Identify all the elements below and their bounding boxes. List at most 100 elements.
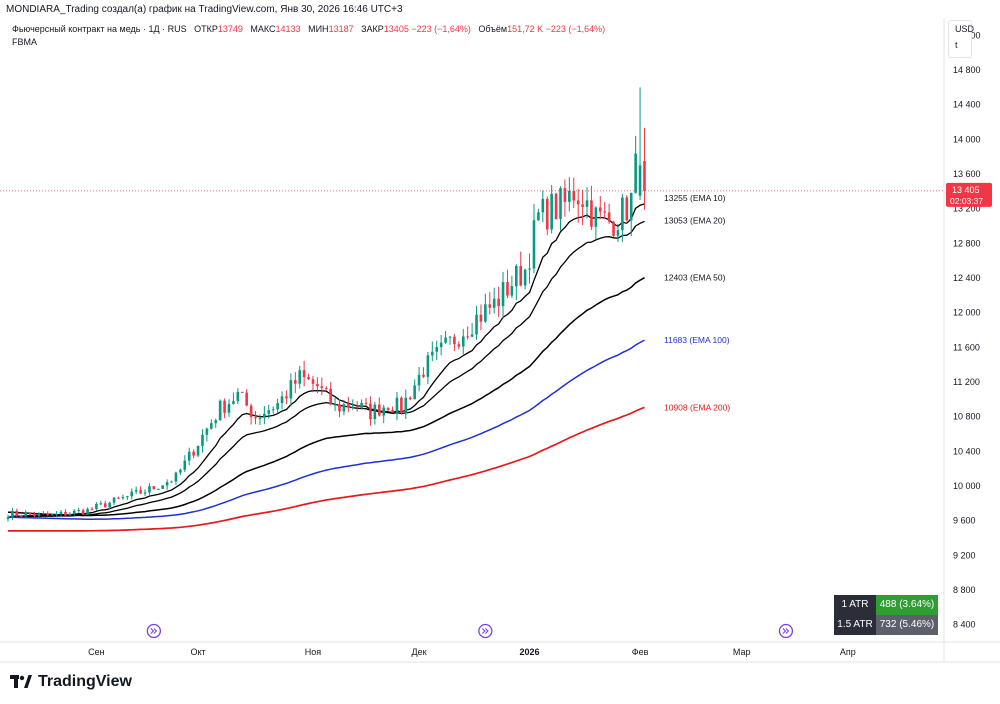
atr-row-2-label: 1.5 ATR [834, 615, 876, 635]
ema-label-100: 11683 (EMA 100) [664, 335, 730, 345]
candle-body [165, 482, 169, 486]
candle-body [236, 391, 240, 402]
candle-body [11, 510, 14, 518]
volume-value: 151,72 K [507, 24, 544, 34]
currency-label: USD [955, 24, 975, 34]
candle-body [391, 409, 394, 413]
candle-body [603, 211, 606, 213]
y-tick-label: 14 000 [953, 134, 981, 144]
candle-body [404, 397, 408, 413]
candle-body [479, 314, 483, 322]
symbol-legend: Фьючерсный контракт на медь · 1Д · RUS О… [12, 24, 605, 34]
candle-body [426, 355, 430, 377]
candle-body [24, 512, 27, 517]
x-tick-label: Сен [88, 647, 105, 657]
volume-change: −223 (−1,64%) [545, 24, 606, 34]
x-tick-label: 2026 [520, 647, 540, 657]
candle-body [519, 265, 523, 286]
candle-body [130, 491, 134, 497]
candle-body [453, 336, 456, 345]
candle-body [563, 188, 567, 202]
candle-body [417, 374, 421, 386]
candle-body [210, 423, 213, 429]
candle-body [559, 188, 562, 219]
candle-body [386, 407, 390, 410]
candle-body [581, 204, 584, 207]
candle-body [258, 417, 262, 419]
currency-unit-button[interactable]: USD t [948, 20, 975, 58]
candle-body [351, 406, 355, 408]
candle-body [377, 404, 381, 416]
unit-label: t [955, 40, 958, 50]
candle-body [271, 409, 275, 411]
candle-body [121, 497, 125, 499]
candle-body [621, 197, 624, 231]
candle-body [413, 385, 416, 400]
indicator-name[interactable]: FBMA [12, 37, 38, 47]
candle-body [73, 510, 76, 514]
candle-body [532, 220, 536, 269]
candle-body [86, 508, 89, 515]
candle-body [342, 404, 346, 412]
candle-body [484, 304, 487, 322]
candle-body [28, 512, 32, 515]
candle-body [55, 513, 58, 515]
ema-line-100 [7, 339, 645, 520]
tradingview-logo[interactable]: TradingView [10, 673, 132, 691]
atr-row-1-value: 488 (3.64%) [876, 595, 938, 615]
candle-body [294, 380, 297, 384]
candle-body [541, 198, 545, 213]
candle-body [497, 298, 500, 307]
candle-body [90, 508, 94, 510]
candle-body [19, 515, 23, 517]
y-tick-label: 11 200 [953, 377, 980, 387]
candle-body [103, 503, 107, 508]
candle-body [139, 490, 142, 494]
candle-body [183, 460, 187, 470]
candle-body [33, 514, 36, 516]
candle-body [408, 397, 412, 400]
candle-body [444, 337, 447, 343]
ema-label-10: 13255 (EMA 10) [664, 193, 726, 203]
y-tick-label: 9 200 [953, 550, 976, 560]
candle-body [338, 404, 341, 412]
last-price-badge [946, 182, 992, 207]
candle-body [50, 514, 54, 516]
candle-body [223, 400, 226, 413]
candle-body [448, 336, 452, 338]
candle-body [156, 488, 160, 490]
low-label: МИН [308, 24, 329, 34]
candle-body [112, 497, 116, 503]
candle-body [42, 513, 45, 515]
candle-body [117, 497, 120, 499]
candle-body [439, 342, 443, 348]
candle-body [307, 377, 310, 380]
x-tick-label: Фев [632, 647, 649, 657]
y-tick-label: 10 000 [953, 481, 981, 491]
candle-body [302, 370, 306, 378]
candle-body [59, 511, 63, 514]
candle-body [196, 445, 200, 456]
candle-body [568, 190, 571, 202]
candle-body [382, 407, 385, 416]
ema-line-50 [7, 277, 645, 517]
candle-body [576, 200, 580, 205]
open-label: ОТКР [194, 24, 218, 34]
symbol-name[interactable]: Фьючерсный контракт на медь · 1Д · RUS [12, 24, 187, 34]
y-tick-label: 11 600 [953, 342, 980, 352]
candle-body [99, 503, 103, 505]
x-tick-label: Дек [412, 647, 427, 657]
candle-body [134, 490, 138, 492]
candle-body [126, 496, 129, 498]
open-value: 13749 [217, 24, 243, 34]
candle-body [267, 410, 271, 414]
candle-body [95, 503, 98, 510]
candle-body [506, 282, 509, 296]
low-value: 13187 [328, 24, 354, 34]
candle-body [68, 513, 72, 516]
tradingview-logo-icon [10, 675, 32, 688]
atr-row-1: 1 ATR 488 (3.64%) [834, 595, 938, 615]
candle-body [108, 502, 111, 508]
y-tick-label: 8 400 [953, 620, 976, 630]
